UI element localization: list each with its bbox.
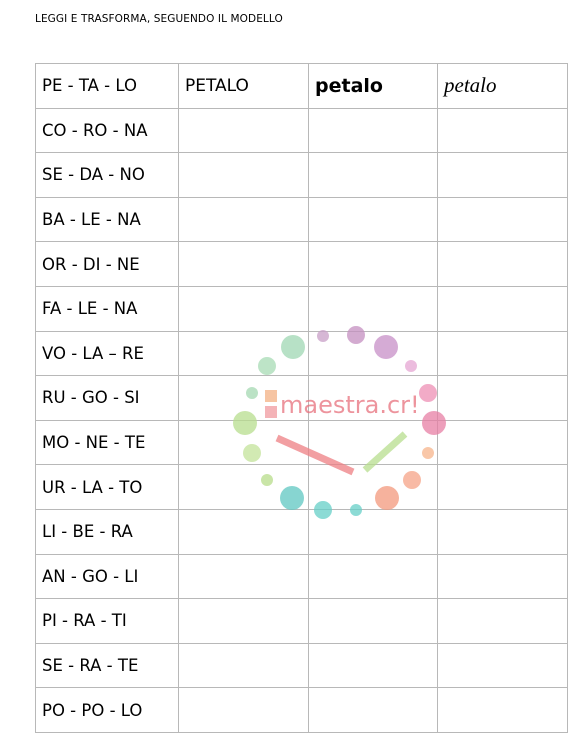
table-row: FA - LE - NA	[35, 285, 568, 332]
table-row: SE - DA - NO	[35, 152, 568, 198]
table-cell: OR - DI - NE	[35, 241, 179, 287]
answer-cell	[178, 375, 309, 421]
table-cell: MO - NE - TE	[35, 419, 179, 466]
table-cell: PO - PO - LO	[35, 687, 179, 733]
table-cell: AN - GO - LI	[35, 553, 179, 600]
table-cell: PI - RA - TI	[35, 598, 179, 644]
answer-cell	[178, 285, 309, 332]
answer-cell	[308, 553, 438, 600]
table-cell: FA - LE - NA	[35, 285, 179, 332]
answer-cell	[178, 508, 309, 555]
table-row: PI - RA - TI	[35, 598, 568, 644]
answer-cell	[308, 330, 438, 377]
table-row: PE - TA - LO PETALO petalo petalo	[35, 63, 568, 109]
answer-cell	[178, 598, 309, 644]
worksheet-table: PE - TA - LO PETALO petalo petalo CO - RO - …	[35, 63, 568, 733]
answer-cell	[308, 687, 438, 733]
table-row: PO - PO - LO	[35, 687, 568, 733]
answer-cell	[308, 598, 438, 644]
answer-cell	[437, 419, 568, 466]
answer-cell	[308, 241, 438, 287]
answer-cell	[178, 107, 309, 154]
worksheet-title: LEGGI E TRASFORMA, SEGUENDO IL MODELLO	[35, 13, 283, 25]
answer-cell	[437, 241, 568, 287]
table-cell: BA - LE - NA	[35, 196, 179, 243]
table-cell: petalo	[437, 63, 568, 109]
table-row: UR - LA - TO	[35, 464, 568, 510]
answer-cell	[437, 642, 568, 689]
answer-cell	[437, 508, 568, 555]
answer-cell	[178, 642, 309, 689]
answer-cell	[437, 285, 568, 332]
answer-cell	[308, 152, 438, 198]
answer-cell	[308, 642, 438, 689]
answer-cell	[178, 152, 309, 198]
table-cell: UR - LA - TO	[35, 464, 179, 510]
answer-cell	[437, 196, 568, 243]
answer-cell	[308, 419, 438, 466]
table-row: OR - DI - NE	[35, 241, 568, 287]
table-row: CO - RO - NA	[35, 107, 568, 154]
answer-cell	[178, 241, 309, 287]
answer-cell	[178, 196, 309, 243]
answer-cell	[178, 553, 309, 600]
answer-cell	[437, 375, 568, 421]
table-cell: VO - LA – RE	[35, 330, 179, 377]
answer-cell	[178, 419, 309, 466]
table-row: VO - LA – RE	[35, 330, 568, 377]
answer-cell	[308, 508, 438, 555]
table-cell: LI - BE - RA	[35, 508, 179, 555]
table-row: RU - GO - SI	[35, 375, 568, 421]
table-row: AN - GO - LI	[35, 553, 568, 600]
table-row: MO - NE - TE	[35, 419, 568, 466]
answer-cell	[437, 330, 568, 377]
table-cell: RU - GO - SI	[35, 375, 179, 421]
answer-cell	[308, 107, 438, 154]
answer-cell	[437, 152, 568, 198]
answer-cell	[178, 330, 309, 377]
table-cell: SE - DA - NO	[35, 152, 179, 198]
table-cell: PETALO	[178, 63, 309, 109]
answer-cell	[308, 285, 438, 332]
table-row: SE - RA - TE	[35, 642, 568, 689]
answer-cell	[437, 687, 568, 733]
answer-cell	[437, 464, 568, 510]
table-cell: petalo	[308, 63, 438, 109]
table-row: BA - LE - NA	[35, 196, 568, 243]
table-cell: PE - TA - LO	[35, 63, 179, 109]
table-row: LI - BE - RA	[35, 508, 568, 555]
table-cell: SE - RA - TE	[35, 642, 179, 689]
answer-cell	[437, 553, 568, 600]
table-cell: CO - RO - NA	[35, 107, 179, 154]
answer-cell	[308, 196, 438, 243]
answer-cell	[178, 687, 309, 733]
answer-cell	[437, 107, 568, 154]
answer-cell	[178, 464, 309, 510]
answer-cell	[437, 598, 568, 644]
answer-cell	[308, 375, 438, 421]
answer-cell	[308, 464, 438, 510]
